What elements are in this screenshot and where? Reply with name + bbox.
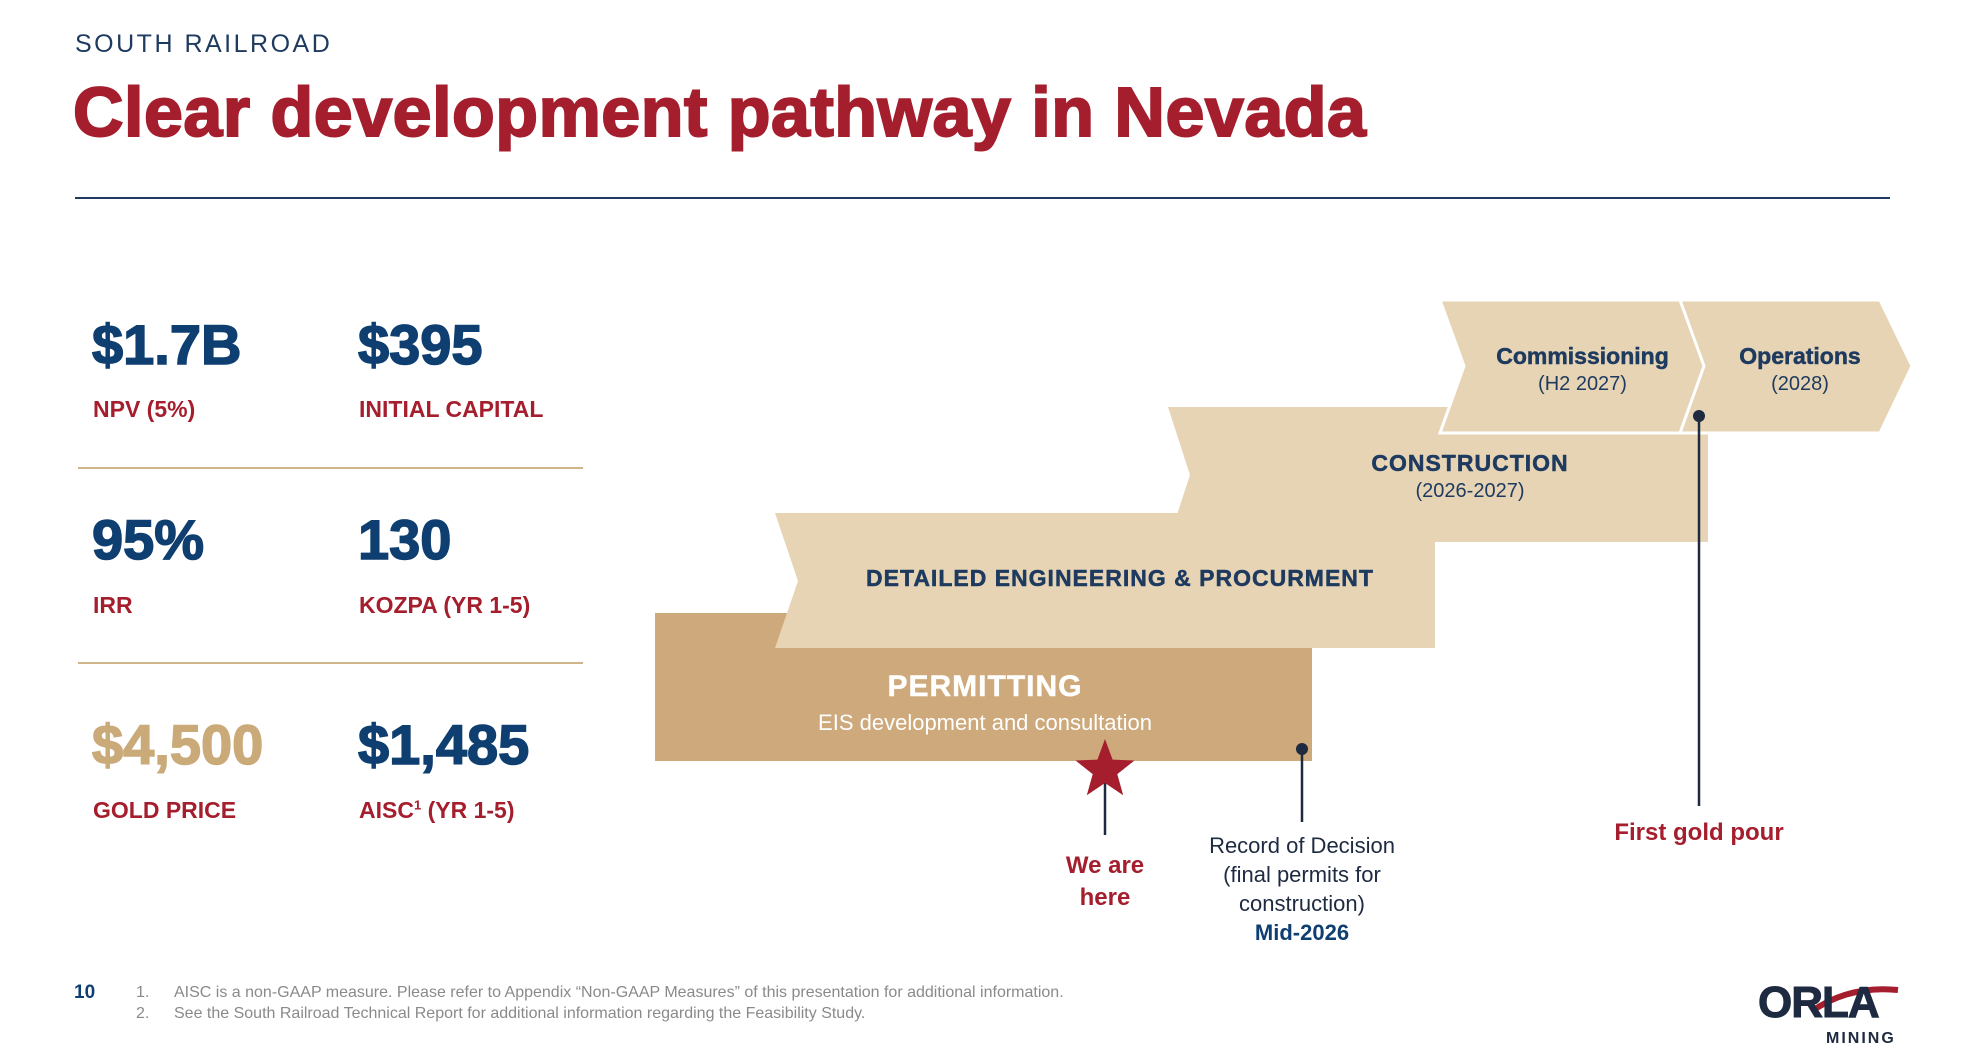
page-title: Clear development pathway in Nevada	[72, 72, 1367, 152]
orla-mining-logo: ORLA	[1758, 978, 1881, 1028]
metric-irr-value: 95%	[91, 507, 205, 572]
page-number: 10	[74, 982, 96, 1003]
metric-kozpa-label: KOZPA (YR 1-5)	[359, 592, 531, 618]
metrics-divider-2	[78, 662, 583, 664]
aisc-footnote-marker: 1	[413, 797, 422, 813]
first-gold-pour-callout: First gold pour	[1614, 819, 1784, 846]
metric-irr-label: IRR	[93, 592, 133, 618]
metrics-divider-1	[78, 467, 583, 469]
construction-title: CONSTRUCTION	[1371, 450, 1569, 477]
metric-npv-value: $1.7B	[91, 312, 242, 377]
metric-aisc-label: AISC1 (YR 1-5)	[359, 797, 515, 823]
engineering-stage-label: DETAILED ENGINEERING & PROCURMENT	[820, 565, 1420, 592]
operations-stage-label: Operations (2028)	[1710, 343, 1890, 396]
operations-title: Operations	[1739, 343, 1861, 370]
header-rule	[75, 197, 1890, 199]
commissioning-title: Commissioning	[1496, 343, 1669, 370]
metric-npv-label: NPV (5%)	[93, 396, 196, 422]
operations-stage-shape	[1677, 298, 1914, 435]
construction-stage-shape	[1168, 407, 1708, 542]
operations-subtitle: (2028)	[1771, 373, 1829, 395]
record-of-decision-callout: Record of Decision (final permits for co…	[1209, 833, 1395, 945]
commissioning-stage-label: Commissioning (H2 2027)	[1470, 343, 1695, 396]
logo-swoosh-icon	[1810, 986, 1899, 1014]
metric-aisc-value: $1,485	[357, 712, 530, 777]
footnote-2: 2. See the South Railroad Technical Repor…	[136, 1005, 866, 1022]
permitting-stage-label: PERMITTING EIS development and consultat…	[783, 670, 1187, 736]
metric-capital-label: INITIAL CAPITAL	[359, 396, 544, 422]
construction-subtitle: (2026-2027)	[1415, 480, 1525, 502]
we-are-here-callout: We are here	[1065, 852, 1145, 911]
engineering-stage-shape	[775, 513, 1435, 648]
permitting-title: PERMITTING	[887, 670, 1083, 704]
footnote-1: 1. AISC is a non-GAAP measure. Please ref…	[136, 984, 1064, 1001]
commissioning-subtitle: (H2 2027)	[1538, 373, 1627, 395]
permitting-stage-shape	[655, 613, 1312, 761]
metric-gold-price-value: $4,500	[91, 712, 264, 777]
star-icon	[1075, 739, 1135, 796]
engineering-title: DETAILED ENGINEERING & PROCURMENT	[866, 565, 1374, 592]
permitting-subtitle: EIS development and consultation	[818, 710, 1152, 735]
logo-sub-text: MINING	[1826, 1030, 1896, 1047]
gold-marker-dot	[1693, 410, 1705, 422]
metric-capital-value: $395	[357, 312, 483, 377]
rod-marker-dot	[1296, 743, 1308, 755]
logo-main-text: ORLA	[1758, 978, 1881, 1028]
construction-stage-label: CONSTRUCTION (2026-2027)	[1320, 450, 1620, 503]
metric-gold-price-label: GOLD PRICE	[93, 797, 237, 823]
metric-kozpa-value: 130	[357, 507, 452, 572]
overline: SOUTH RAILROAD	[75, 30, 333, 58]
